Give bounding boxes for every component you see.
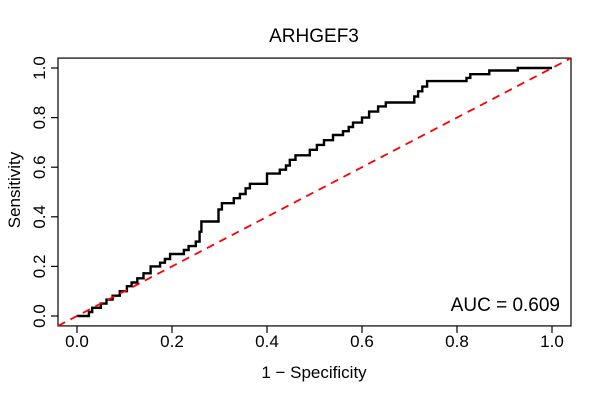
tick-label: 0.6: [30, 155, 49, 179]
plot-box: [57, 57, 572, 327]
y-axis-label: Sensitivity: [5, 151, 24, 228]
tick-label: 0.4: [255, 332, 279, 351]
x-axis-label: 1 − Specificity: [261, 363, 367, 382]
tick-label: 0.2: [30, 255, 49, 279]
tick-label: 0.0: [30, 304, 49, 328]
chance-diagonal-line: [57, 57, 572, 327]
tick-label: 0.8: [445, 332, 469, 351]
roc-curve: [77, 66, 552, 318]
plot-title: ARHGEF3: [269, 26, 359, 47]
tick-label: 1.0: [30, 56, 49, 80]
auc-annotation: AUC = 0.609: [451, 295, 560, 316]
tick-label: 0.6: [350, 332, 374, 351]
tick-label: 0.4: [30, 205, 49, 229]
y-axis-tick-labels: 0.0 0.2 0.4 0.6 0.8 1.0: [30, 56, 49, 328]
tick-label: 0.8: [30, 106, 49, 130]
tick-label: 0.0: [65, 332, 89, 351]
tick-label: 0.2: [160, 332, 184, 351]
axis-tick-marks: [51, 67, 553, 333]
tick-label: 1.0: [540, 332, 564, 351]
x-axis-tick-labels: 0.0 0.2 0.4 0.6 0.8 1.0: [65, 332, 564, 351]
